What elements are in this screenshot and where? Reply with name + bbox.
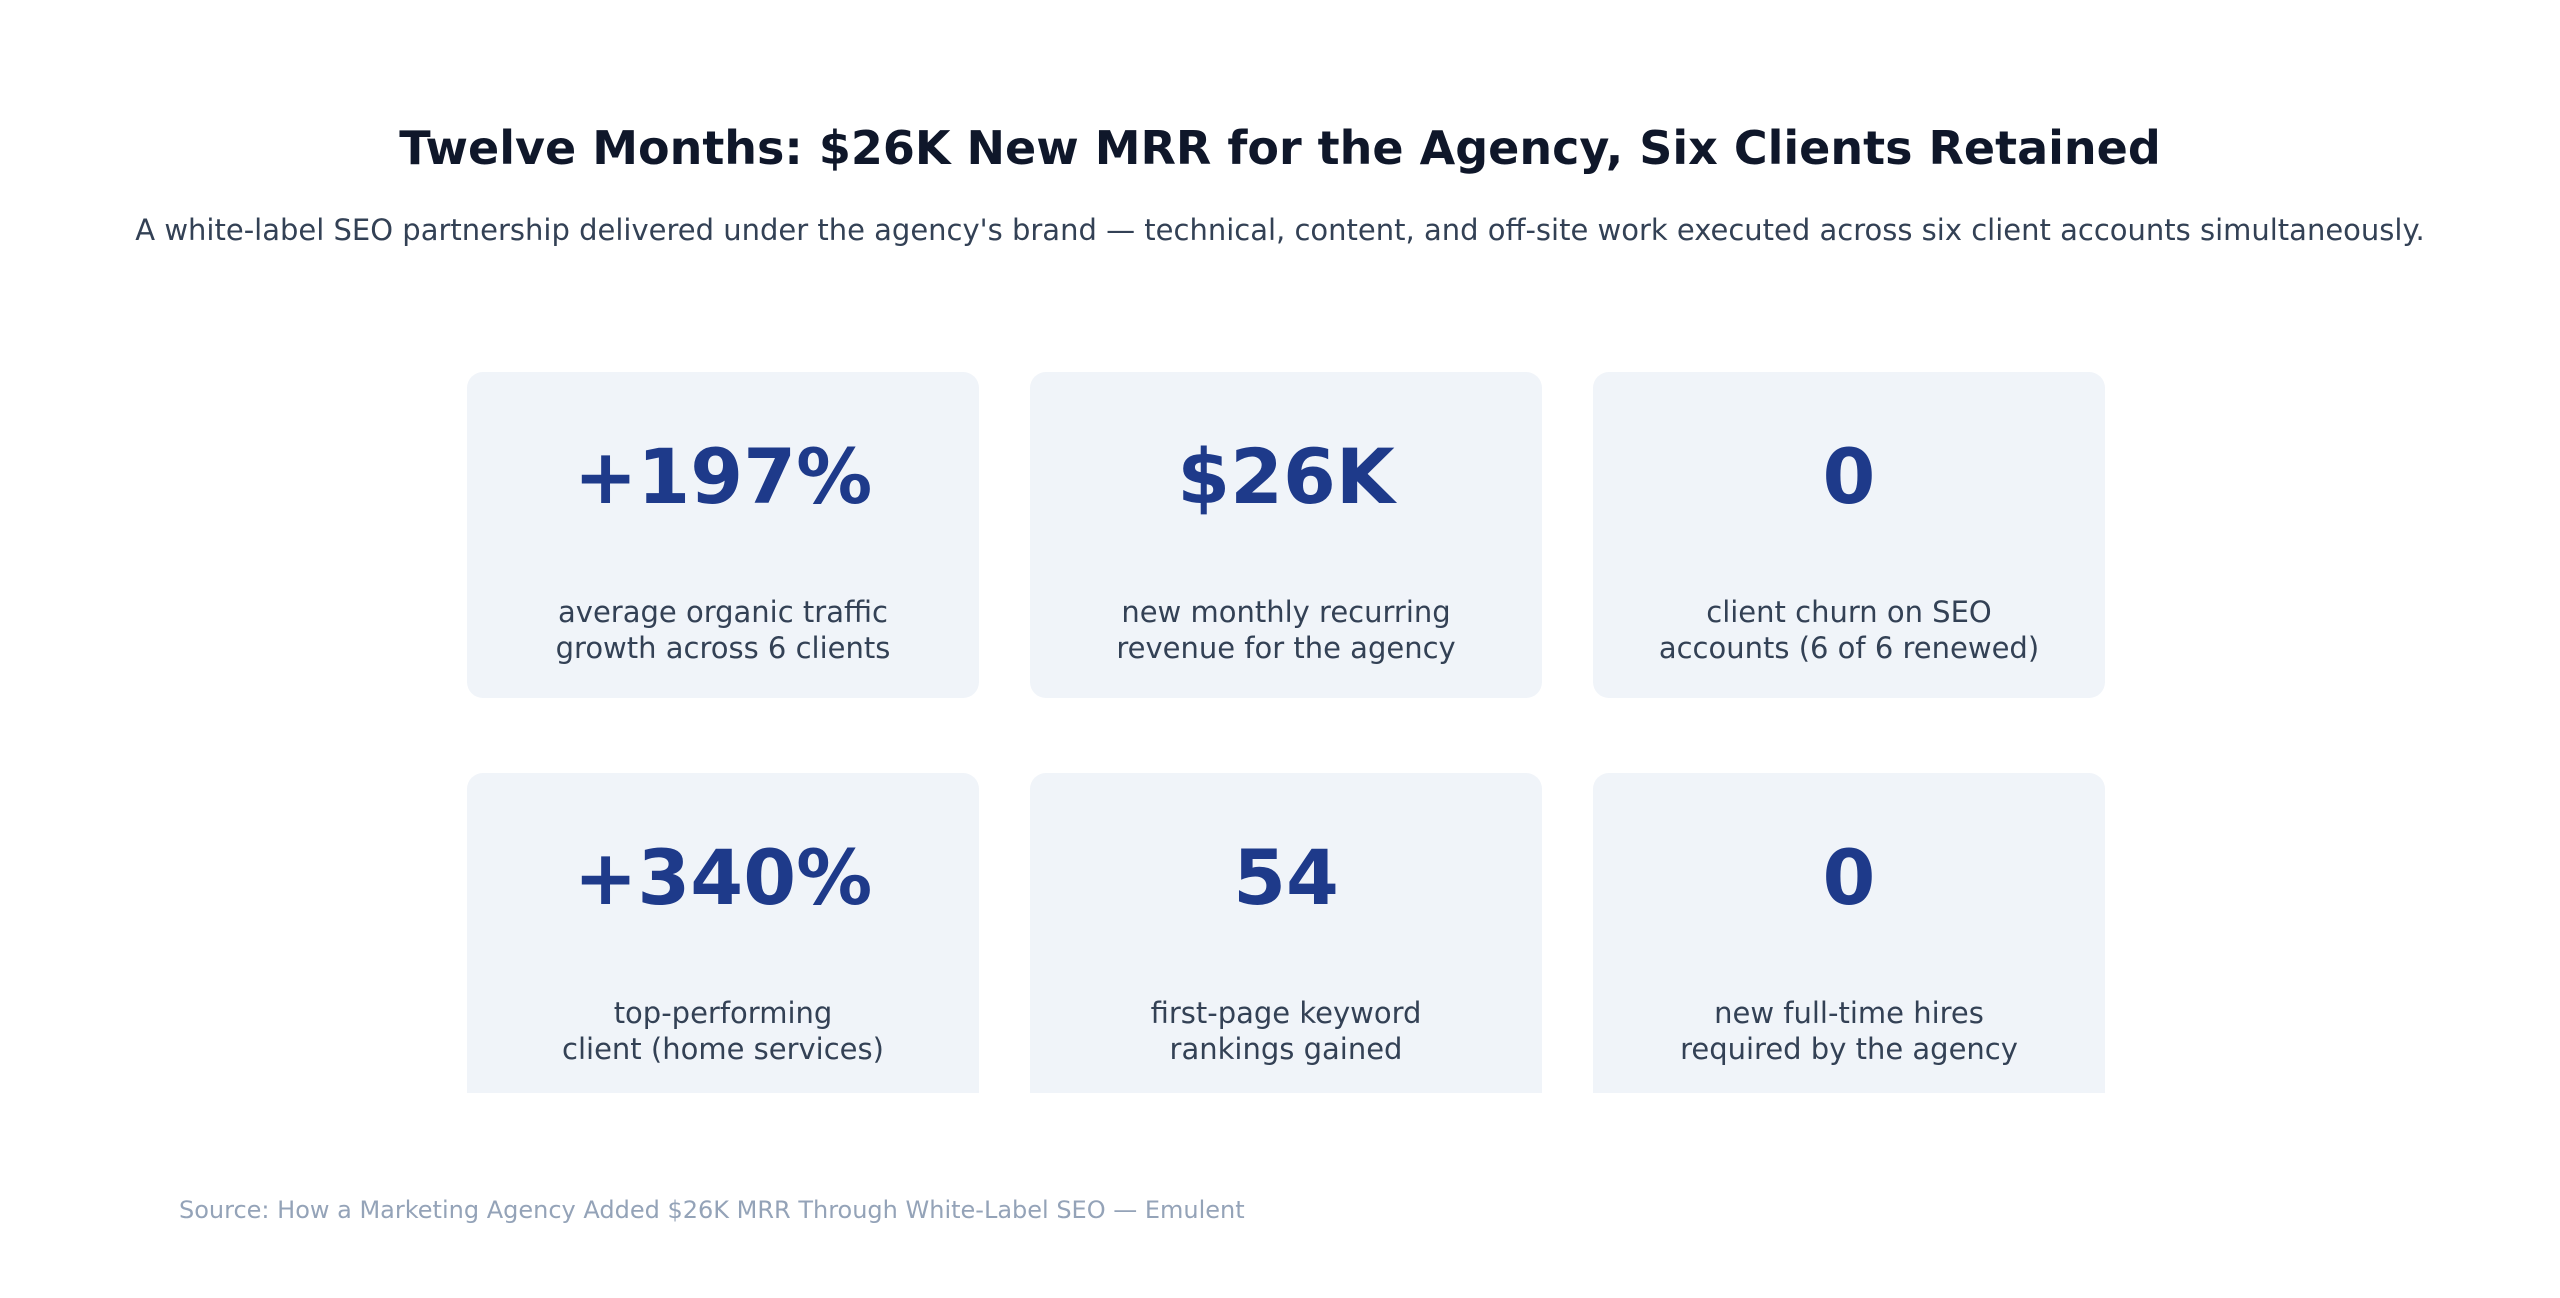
stat-label-line: growth across 6 clients (555, 631, 891, 665)
stat-label-line: client churn on SEO (1706, 595, 1992, 629)
stat-label: new monthly recurring revenue for the ag… (1030, 594, 1542, 666)
stat-card-traffic-growth: +197% average organic traffic growth acr… (467, 372, 979, 698)
stat-card-new-hires: 0 new full-time hires required by the ag… (1593, 773, 2105, 1093)
stat-label-line: required by the agency (1680, 1032, 2018, 1066)
stat-label: new full-time hires required by the agen… (1593, 995, 2105, 1067)
source-note: Source: How a Marketing Agency Added $26… (179, 1196, 1245, 1224)
stat-label-line: average organic traffic (558, 595, 888, 629)
stat-label-line: top-performing (613, 996, 833, 1030)
stat-label-line: new full-time hires (1714, 996, 1984, 1030)
stat-card-keyword-rankings: 54 first-page keyword rankings gained (1030, 773, 1542, 1093)
stat-label-line: revenue for the agency (1116, 631, 1456, 665)
stat-card-new-mrr: $26K new monthly recurring revenue for t… (1030, 372, 1542, 698)
stat-label-line: client (home services) (562, 1032, 884, 1066)
stat-label: first-page keyword rankings gained (1030, 995, 1542, 1067)
stat-label-line: accounts (6 of 6 renewed) (1658, 631, 2040, 665)
page-title: Twelve Months: $26K New MRR for the Agen… (399, 121, 2161, 175)
stat-value: 54 (1233, 833, 1339, 922)
stat-label: average organic traffic growth across 6 … (467, 594, 979, 666)
stat-value: +197% (573, 432, 873, 521)
stat-label-line: rankings gained (1169, 1032, 1403, 1066)
stat-card-top-client: +340% top-performing client (home servic… (467, 773, 979, 1093)
stat-value: +340% (573, 833, 873, 922)
stat-label: client churn on SEO accounts (6 of 6 ren… (1593, 594, 2105, 666)
stat-label-line: first-page keyword (1150, 996, 1422, 1030)
stat-label-line: new monthly recurring (1121, 595, 1451, 629)
stat-card-client-churn: 0 client churn on SEO accounts (6 of 6 r… (1593, 372, 2105, 698)
stat-value: 0 (1822, 833, 1876, 922)
stat-value: $26K (1177, 432, 1395, 521)
stat-value: 0 (1822, 432, 1876, 521)
page-subtitle: A white-label SEO partnership delivered … (135, 213, 2425, 247)
stat-label: top-performing client (home services) (467, 995, 979, 1067)
